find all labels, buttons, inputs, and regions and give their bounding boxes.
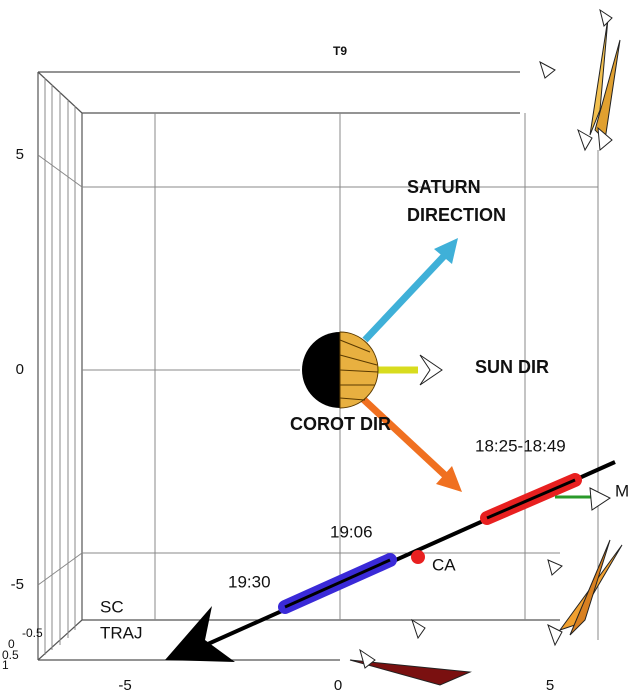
label: SUN DIR [475,357,549,377]
x-tick-label: 0 [334,677,342,694]
y-tick-label: 5 [16,146,24,163]
label: DIRECTION [407,205,506,225]
y-tick-label: 0 [16,361,24,378]
axes-box [37,71,599,661]
label: SATURN [407,177,481,197]
spacecraft-icons [349,8,623,686]
time-label: 18:25-18:49 [475,436,566,455]
label: TRAJ [100,623,143,642]
x-tick-label: -5 [118,677,131,694]
direction-arrows [359,238,462,492]
time-label: 19:30 [228,572,271,591]
titan-sphere [302,331,379,409]
label: CA [432,555,456,574]
z-tick-label: 0.5 [2,648,19,662]
z-tick-label: 1 [2,658,9,672]
z-tick-label: 0 [8,637,15,651]
z-tick-label: -0.5 [22,626,43,640]
title: T9 [333,44,347,58]
time-label: 19:06 [330,522,373,541]
trajectory [165,460,616,662]
label: COROT DIR [290,414,391,434]
label: M [615,481,629,500]
y-tick-label: -5 [11,576,24,593]
x-tick-label: 5 [546,677,554,694]
label: SC [100,597,124,616]
